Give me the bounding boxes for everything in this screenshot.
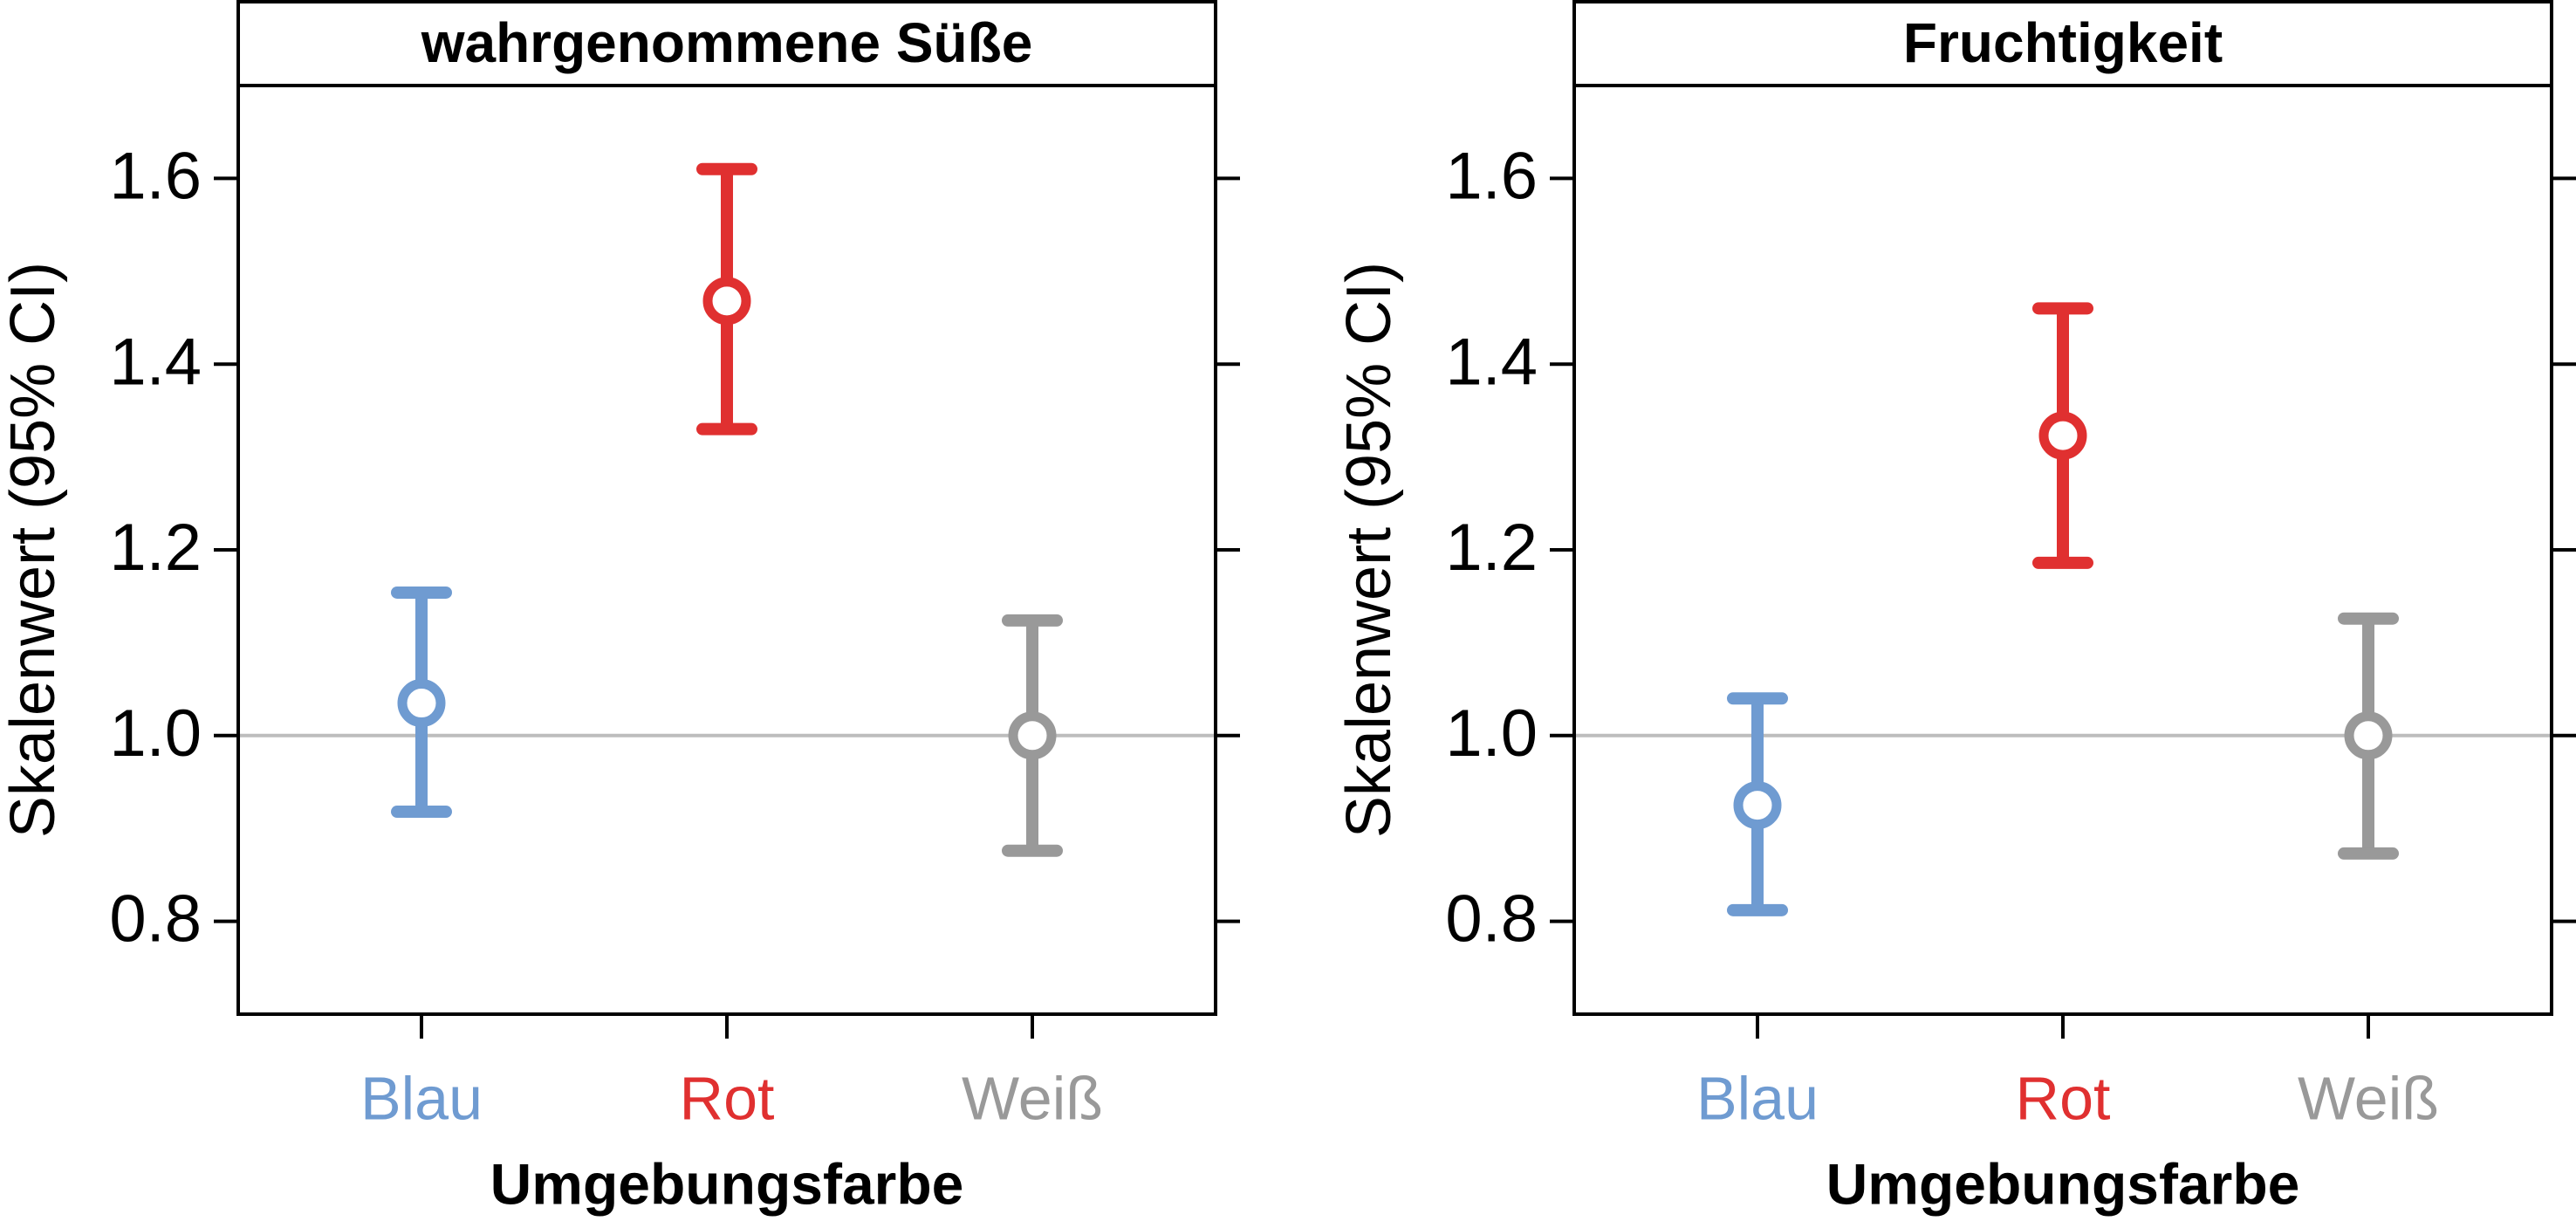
x-tick-label: Weiß [962,1064,1103,1132]
x-axis-label: Umgebungsfarbe [490,1151,964,1216]
y-tick-label: 1.6 [109,139,202,213]
y-tick-label: 0.8 [109,882,202,957]
x-axis-label: Umgebungsfarbe [1826,1151,2300,1216]
x-tick-label: Blau [360,1064,483,1132]
y-tick-label: 1.2 [1445,511,1538,585]
x-tick-label: Blau [1696,1064,1819,1132]
title-strip [1572,0,2553,87]
x-tick-label: Rot [2016,1064,2111,1132]
y-tick-label: 1.4 [109,325,202,399]
y-tick-label: 0.8 [1445,882,1538,957]
mean-point [702,277,751,326]
mean-point [1008,711,1057,760]
y-tick-label: 1.2 [109,511,202,585]
mean-point [397,679,446,728]
x-tick-label: Rot [680,1064,775,1132]
y-tick-label: 1.4 [1445,325,1538,399]
x-tick-label: Weiß [2298,1064,2439,1132]
y-tick-label: 1.6 [1445,139,1538,213]
mean-point [2038,411,2087,460]
mean-point [2344,711,2393,760]
panel-title: wahrgenommene Süße [421,11,1033,74]
y-axis-label: Skalenwert (95% CI) [0,262,68,838]
y-tick-label: 1.0 [1445,696,1538,771]
title-strip [236,0,1217,87]
panel-title: Fruchtigkeit [1903,11,2223,74]
y-axis-label: Skalenwert (95% CI) [1334,262,1404,838]
y-tick-label: 1.0 [109,696,202,771]
mean-point [1733,781,1782,830]
